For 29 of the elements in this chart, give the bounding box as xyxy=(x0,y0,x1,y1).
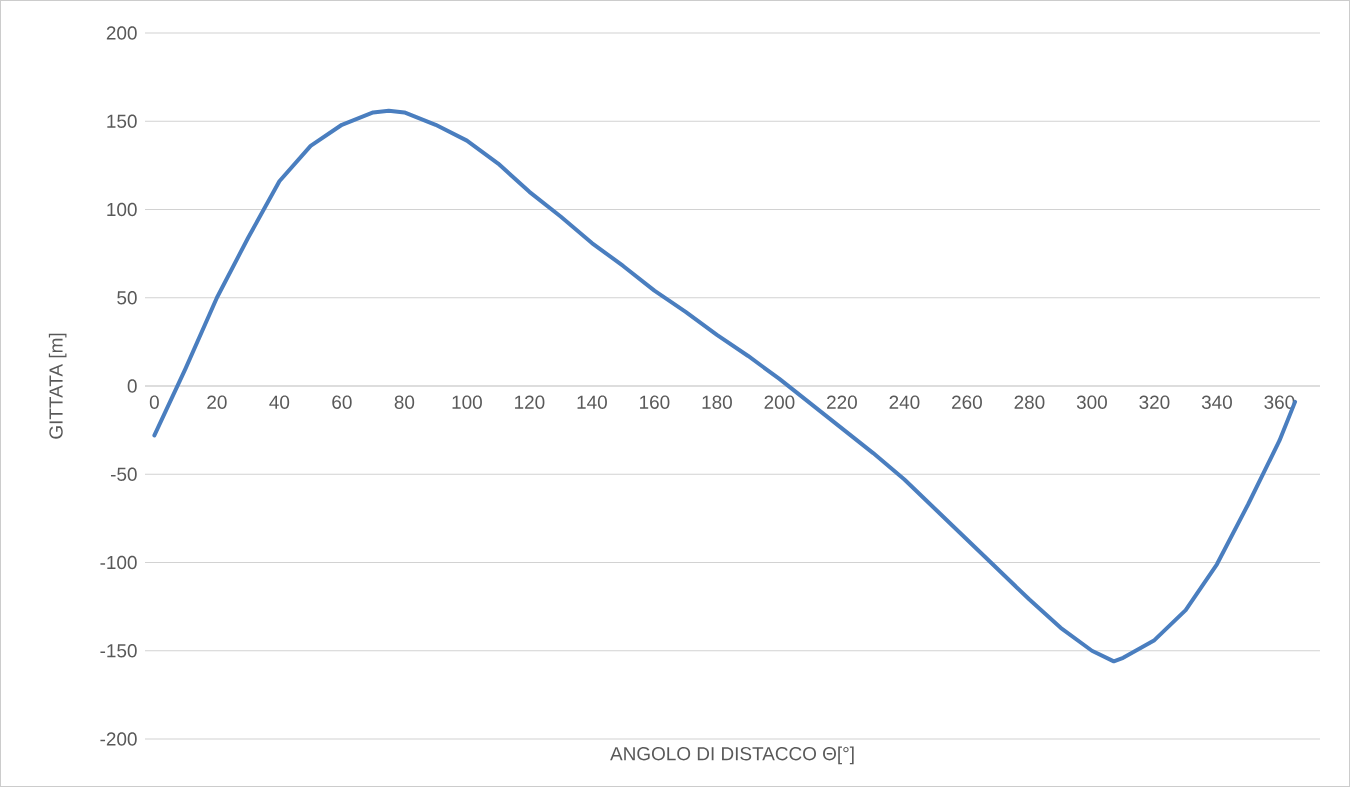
y-tick-label: 200 xyxy=(106,26,137,40)
x-tick-label: 220 xyxy=(827,395,857,409)
y-tick-label: -100 xyxy=(100,555,137,570)
y-tick-label: -200 xyxy=(100,732,137,746)
x-tick-label: 280 xyxy=(1014,395,1045,409)
y-tick-label: 150 xyxy=(107,114,137,128)
x-tick-label: 320 xyxy=(1139,395,1170,409)
x-tick-label: 340 xyxy=(1201,395,1232,409)
x-tick-label: 240 xyxy=(889,395,920,409)
x-tick-label: 140 xyxy=(577,395,607,409)
y-tick-label: 100 xyxy=(107,202,137,217)
y-tick-label: 50 xyxy=(117,291,137,305)
x-axis-title: ANGOLO DI DISTACCO Θ[°] xyxy=(610,746,854,765)
x-tick-label: 40 xyxy=(269,395,290,409)
x-tick-label: 60 xyxy=(332,395,352,409)
y-tick-label: -150 xyxy=(100,644,137,658)
x-tick-label: 120 xyxy=(515,395,545,409)
x-tick-label: 160 xyxy=(640,395,670,409)
y-tick-label: 0 xyxy=(127,379,137,393)
x-tick-label: 300 xyxy=(1076,395,1107,409)
x-tick-label: 20 xyxy=(207,395,227,409)
x-tick-label: 80 xyxy=(394,395,415,409)
x-tick-label: 200 xyxy=(764,395,795,409)
y-axis-title: GITTATA [m] xyxy=(48,333,67,439)
x-tick-label: 0 xyxy=(149,395,159,409)
y-tick-label: -50 xyxy=(110,467,137,481)
x-tick-label: 100 xyxy=(452,395,482,409)
x-tick-label: 180 xyxy=(702,395,732,409)
x-tick-label: 260 xyxy=(952,395,982,409)
